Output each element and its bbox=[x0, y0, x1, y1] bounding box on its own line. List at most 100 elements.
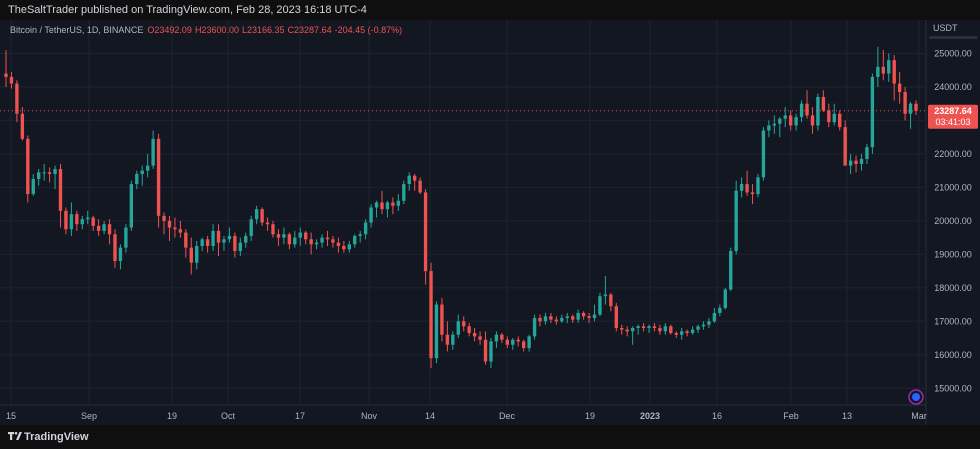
candle-up[interactable] bbox=[718, 307, 722, 313]
candle-up[interactable] bbox=[876, 66, 880, 77]
candle-down[interactable] bbox=[205, 239, 210, 246]
candle-up[interactable] bbox=[707, 321, 711, 325]
candle-up[interactable] bbox=[647, 326, 651, 328]
candle-down[interactable] bbox=[881, 66, 885, 74]
candle-down[interactable] bbox=[162, 215, 166, 221]
candle-down[interactable] bbox=[467, 326, 471, 334]
candle-up[interactable] bbox=[527, 336, 531, 349]
candle-down[interactable] bbox=[478, 336, 482, 340]
candle-up[interactable] bbox=[663, 326, 668, 332]
candle-down[interactable] bbox=[26, 138, 30, 195]
candle-up[interactable] bbox=[293, 237, 297, 245]
candle-up[interactable] bbox=[565, 316, 569, 318]
candle-up[interactable] bbox=[298, 232, 302, 238]
axis-handle[interactable] bbox=[929, 36, 977, 39]
candle-up[interactable] bbox=[772, 123, 777, 126]
candle-down[interactable] bbox=[216, 230, 221, 243]
price-axis[interactable] bbox=[926, 20, 980, 425]
candle-up[interactable] bbox=[560, 317, 564, 322]
candle-down[interactable] bbox=[15, 83, 19, 114]
candle-down[interactable] bbox=[271, 224, 275, 235]
candle-up[interactable] bbox=[434, 304, 439, 359]
timezone-icon[interactable] bbox=[908, 389, 924, 405]
candle-down[interactable] bbox=[571, 316, 575, 320]
candle-down[interactable] bbox=[309, 239, 313, 245]
candle-down[interactable] bbox=[854, 160, 858, 164]
candle-up[interactable] bbox=[249, 219, 253, 236]
candle-up[interactable] bbox=[576, 312, 580, 320]
candle-down[interactable] bbox=[265, 222, 270, 225]
candle-up[interactable] bbox=[238, 242, 243, 251]
candle-up[interactable] bbox=[870, 76, 875, 148]
candle-down[interactable] bbox=[827, 110, 831, 123]
candle-up[interactable] bbox=[363, 222, 368, 235]
candle-up[interactable] bbox=[778, 118, 782, 124]
candle-down[interactable] bbox=[331, 239, 335, 243]
candle-up[interactable] bbox=[42, 172, 46, 174]
candle-down[interactable] bbox=[614, 306, 618, 328]
candle-up[interactable] bbox=[314, 242, 319, 245]
candle-up[interactable] bbox=[908, 103, 913, 114]
candle-down[interactable] bbox=[260, 209, 264, 223]
candle-up[interactable] bbox=[690, 329, 695, 334]
candle-up[interactable] bbox=[369, 207, 373, 223]
candle-up[interactable] bbox=[456, 321, 460, 335]
candle-down[interactable] bbox=[500, 334, 504, 340]
candle-up[interactable] bbox=[374, 202, 379, 208]
candle-up[interactable] bbox=[598, 296, 602, 315]
candle-down[interactable] bbox=[336, 242, 341, 246]
candle-down[interactable] bbox=[276, 234, 281, 238]
candle-up[interactable] bbox=[592, 314, 597, 318]
candle-up[interactable] bbox=[451, 334, 455, 345]
candle-down[interactable] bbox=[838, 113, 842, 128]
candle-down[interactable] bbox=[304, 232, 308, 240]
candle-up[interactable] bbox=[124, 227, 128, 248]
candle-up[interactable] bbox=[832, 113, 836, 123]
candle-down[interactable] bbox=[113, 234, 117, 262]
candle-down[interactable] bbox=[412, 175, 417, 181]
candle-up[interactable] bbox=[887, 60, 891, 74]
candle-down[interactable] bbox=[521, 341, 526, 349]
candle-up[interactable] bbox=[794, 117, 798, 126]
candle-down[interactable] bbox=[75, 214, 79, 225]
candle-down[interactable] bbox=[64, 210, 68, 230]
candle-up[interactable] bbox=[102, 224, 106, 231]
candle-down[interactable] bbox=[625, 329, 629, 332]
candle-up[interactable] bbox=[80, 219, 84, 225]
candle-down[interactable] bbox=[745, 184, 749, 193]
candle-down[interactable] bbox=[658, 328, 662, 332]
candle-up[interactable] bbox=[396, 200, 401, 206]
candle-up[interactable] bbox=[767, 125, 771, 131]
candle-up[interactable] bbox=[636, 326, 640, 328]
candle-up[interactable] bbox=[865, 147, 869, 159]
candle-down[interactable] bbox=[20, 113, 25, 139]
candle-down[interactable] bbox=[4, 73, 8, 77]
candle-down[interactable] bbox=[429, 271, 433, 359]
candle-down[interactable] bbox=[516, 339, 520, 342]
candle-down[interactable] bbox=[233, 235, 237, 251]
candle-up[interactable] bbox=[151, 138, 155, 166]
candle-up[interactable] bbox=[69, 214, 74, 230]
candle-up[interactable] bbox=[211, 230, 215, 246]
candle-up[interactable] bbox=[254, 209, 259, 220]
candles[interactable] bbox=[4, 46, 918, 369]
candle-down[interactable] bbox=[892, 60, 896, 84]
candle-down[interactable] bbox=[47, 172, 52, 174]
candle-down[interactable] bbox=[538, 317, 542, 322]
candle-down[interactable] bbox=[821, 97, 826, 111]
candle-up[interactable] bbox=[200, 239, 204, 246]
candle-up[interactable] bbox=[31, 179, 35, 195]
candle-up[interactable] bbox=[145, 165, 150, 171]
candle-up[interactable] bbox=[696, 326, 700, 330]
candle-down[interactable] bbox=[554, 319, 559, 322]
candle-down[interactable] bbox=[96, 225, 101, 231]
candle-up[interactable] bbox=[140, 170, 144, 174]
candle-up[interactable] bbox=[37, 172, 41, 180]
candle-up[interactable] bbox=[118, 247, 123, 262]
candle-up[interactable] bbox=[244, 235, 248, 243]
candle-up[interactable] bbox=[543, 316, 548, 322]
candle-down[interactable] bbox=[178, 229, 183, 233]
candle-down[interactable] bbox=[173, 227, 177, 230]
candle-down[interactable] bbox=[652, 326, 657, 328]
candle-down[interactable] bbox=[391, 202, 395, 206]
